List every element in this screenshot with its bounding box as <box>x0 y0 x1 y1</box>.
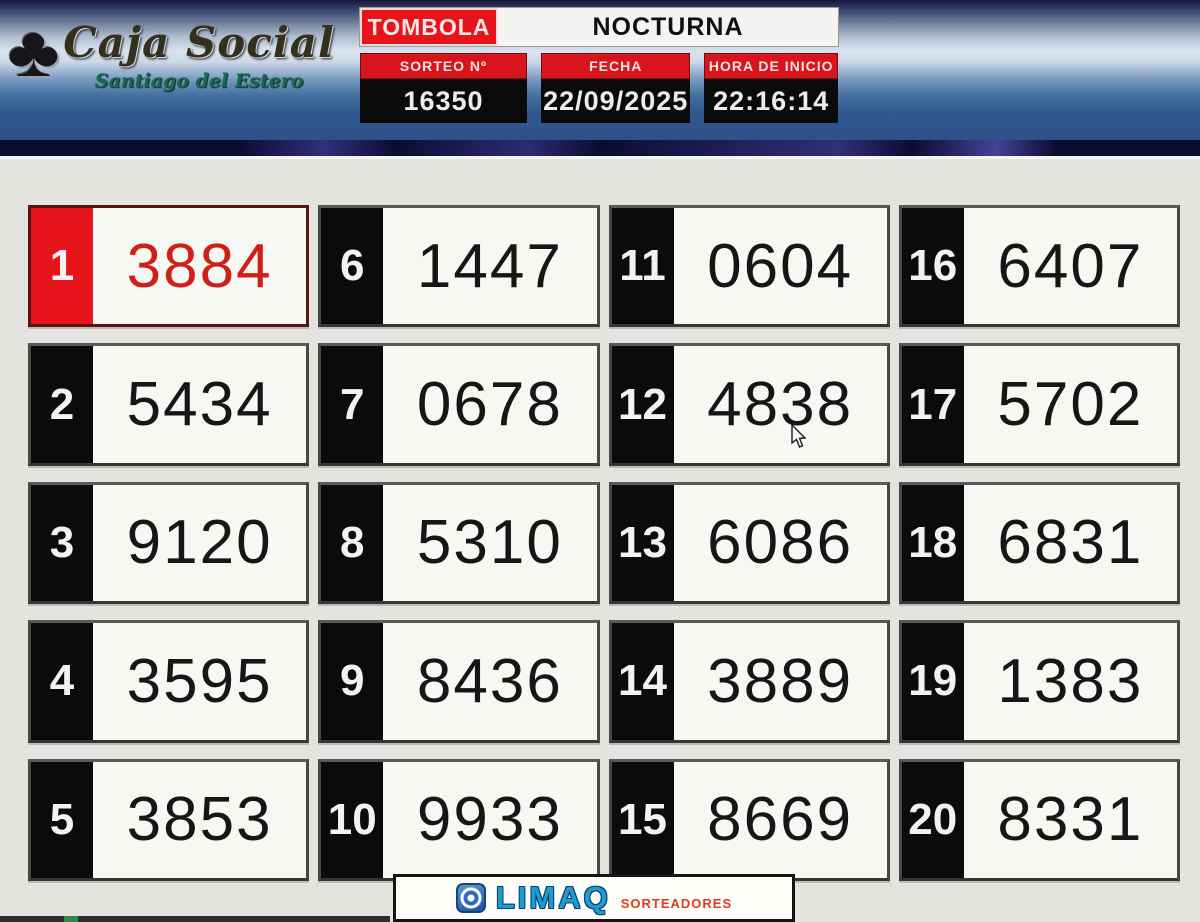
sorteo-field: SORTEO Nº 16350 <box>360 53 528 123</box>
drawn-number: 9120 <box>126 508 273 578</box>
result-cell: 6 1447 <box>318 205 600 328</box>
result-cell: 3 9120 <box>28 481 310 605</box>
result-cell: 5 3853 <box>28 758 310 881</box>
result-cell: 20 8331 <box>898 758 1180 881</box>
result-cell: 2 5434 <box>28 343 310 466</box>
logo-title: Caja Social <box>63 18 335 67</box>
position-badge: 18 <box>901 484 964 602</box>
drawn-number: 6831 <box>997 508 1144 578</box>
sorteo-value: 16350 <box>360 79 528 123</box>
drawn-number: 3595 <box>126 646 273 716</box>
drawn-number: 4838 <box>707 370 854 440</box>
position-badge: 7 <box>321 346 384 463</box>
result-cell: 7 0678 <box>318 343 600 466</box>
taskbar-app-icon <box>64 916 78 922</box>
position-badge: 15 <box>611 761 674 878</box>
position-badge: 20 <box>901 761 964 878</box>
hora-field: HORA DE INICIO 22:16:14 <box>704 53 838 123</box>
result-cell: 4 3595 <box>28 620 310 743</box>
caja-social-logo: ♣ Caja Social Santiago del Estero <box>8 16 335 92</box>
fecha-label: FECHA <box>541 53 691 79</box>
draw-info-panel: TOMBOLA NOCTURNA SORTEO Nº 16350 FECHA 2… <box>360 8 838 123</box>
result-cell: 1 3884 <box>28 205 310 328</box>
result-cell: 10 9933 <box>318 758 600 881</box>
fecha-field: FECHA 22/09/2025 <box>541 53 691 123</box>
drawn-number: 3889 <box>707 646 854 716</box>
drawn-number: 1383 <box>997 646 1144 716</box>
clover-icon: ♣ <box>7 12 60 92</box>
footer-brand-box: LIMAQ SORTEADORES <box>393 874 795 922</box>
position-badge: 2 <box>31 346 93 463</box>
result-cell: 9 8436 <box>318 620 600 743</box>
position-badge: 9 <box>321 623 384 740</box>
drawn-number: 9933 <box>416 785 563 855</box>
drawn-number: 6407 <box>997 231 1144 301</box>
game-label: TOMBOLA <box>360 8 498 46</box>
position-badge: 19 <box>901 623 964 740</box>
logo-subtitle: Santiago del Estero <box>94 70 304 92</box>
draw-label: NOCTURNA <box>592 12 744 41</box>
taskbar-sliver <box>0 916 390 922</box>
result-cell: 15 8669 <box>608 758 890 881</box>
drawn-number: 8436 <box>416 646 563 716</box>
result-cell: 17 5702 <box>898 343 1180 466</box>
result-cell: 19 1383 <box>898 620 1180 743</box>
result-cell: 11 0604 <box>608 205 890 328</box>
footer-brand: LIMAQ <box>495 880 611 915</box>
result-cell: 13 6086 <box>608 481 890 605</box>
drawn-number: 3884 <box>126 231 273 301</box>
drawn-number: 8331 <box>997 785 1144 855</box>
position-badge: 4 <box>31 623 93 740</box>
result-cell: 16 6407 <box>898 205 1180 328</box>
header-divider-strip <box>0 140 1200 159</box>
limaq-logo-icon <box>455 883 486 913</box>
drawn-number: 1447 <box>416 231 563 301</box>
fecha-value: 22/09/2025 <box>541 79 691 123</box>
hora-value: 22:16:14 <box>704 79 838 123</box>
drawn-number: 0604 <box>707 231 854 301</box>
result-cell: 12 4838 <box>608 343 890 466</box>
position-badge: 5 <box>31 761 93 878</box>
drawn-number: 5434 <box>126 370 273 440</box>
position-badge: 6 <box>321 208 384 325</box>
position-badge: 1 <box>31 208 93 325</box>
result-cell: 8 5310 <box>318 481 600 605</box>
position-badge: 3 <box>31 484 93 602</box>
drawn-number: 5310 <box>416 508 563 578</box>
result-cell: 18 6831 <box>898 481 1180 605</box>
footer-tagline: SORTEADORES <box>620 895 733 911</box>
position-badge: 14 <box>611 623 674 740</box>
drawn-number: 5702 <box>997 370 1144 440</box>
position-badge: 13 <box>611 484 674 602</box>
drawn-number: 3853 <box>126 785 273 855</box>
position-badge: 11 <box>611 208 674 325</box>
drawn-number: 6086 <box>707 508 854 578</box>
result-cell: 14 3889 <box>608 620 890 743</box>
position-badge: 12 <box>611 346 674 463</box>
drawn-number: 0678 <box>416 370 563 440</box>
position-badge: 17 <box>901 346 964 463</box>
sorteo-label: SORTEO Nº <box>360 53 528 79</box>
position-badge: 16 <box>901 208 964 325</box>
drawn-number: 8669 <box>707 785 854 855</box>
position-badge: 10 <box>321 761 384 878</box>
position-badge: 8 <box>321 484 384 602</box>
header-band: ♣ Caja Social Santiago del Estero TOMBOL… <box>0 0 1200 140</box>
hora-label: HORA DE INICIO <box>704 53 838 79</box>
results-grid: 1 3884 2 5434 3 9120 4 3595 5 3853 6 1447 7 067… <box>28 205 1180 881</box>
